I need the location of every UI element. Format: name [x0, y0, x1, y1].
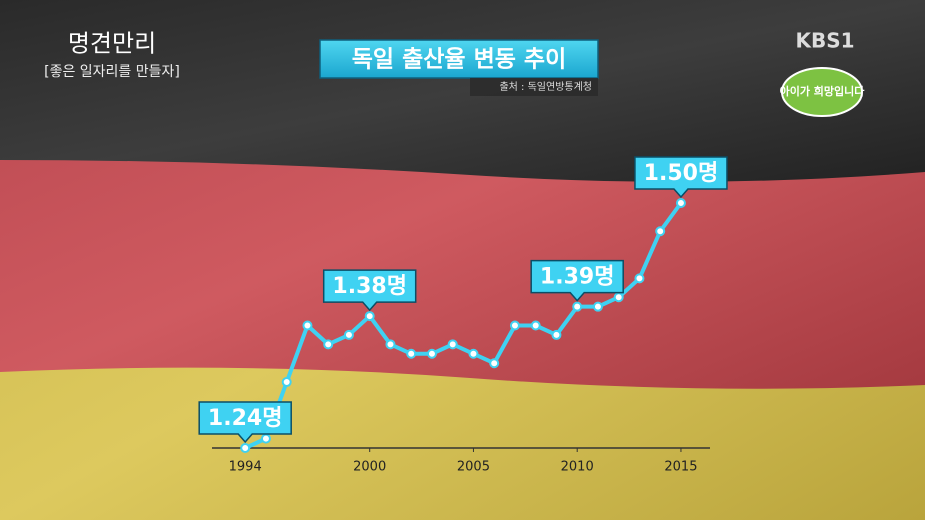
source: 출처 : 독일연방통계청	[499, 81, 592, 93]
data-point	[530, 320, 541, 331]
campaign-badge	[781, 67, 863, 117]
data-point	[468, 348, 479, 359]
data-point	[509, 320, 520, 331]
data-point	[406, 348, 417, 359]
data-line	[244, 201, 683, 450]
data-point	[613, 292, 624, 303]
data-point	[655, 226, 666, 237]
source-box	[470, 78, 598, 96]
data-point	[364, 311, 375, 322]
channel-logo: KBS1	[795, 29, 854, 53]
data-point	[323, 339, 334, 350]
data-label: 1.38명	[332, 274, 407, 299]
callout-box	[530, 259, 624, 302]
data-point	[260, 433, 271, 444]
callout-box	[634, 156, 728, 199]
data-point	[447, 339, 458, 350]
data-label: 1.39명	[540, 265, 615, 290]
program-subtitle: [좋은 일자리를 만들자]	[44, 64, 180, 80]
data-point	[675, 198, 686, 208]
campaign-text: 아이가 희망입니다	[780, 84, 866, 98]
data-point	[572, 301, 583, 312]
data-point	[240, 443, 251, 453]
data-label: 1.24명	[208, 406, 283, 431]
data-point	[592, 301, 603, 312]
x-tick-label: 2000	[353, 460, 386, 475]
title-box	[319, 39, 599, 79]
data-point	[634, 273, 645, 284]
flag-black	[0, 0, 925, 182]
x-tick-label: 1994	[229, 460, 262, 475]
x-tick-label: 2010	[561, 460, 594, 475]
x-tick-label: 2015	[664, 460, 697, 475]
data-point	[551, 329, 562, 340]
program-title: 명견만리	[68, 30, 156, 58]
chart-title: 독일 출산율 변동 추이	[352, 47, 566, 73]
data-point	[426, 348, 437, 359]
data-point	[343, 329, 354, 340]
data-point	[281, 377, 292, 388]
callout-box	[322, 269, 417, 312]
x-tick-label: 2005	[457, 460, 490, 475]
data-point	[489, 358, 500, 369]
data-label: 1.50명	[644, 161, 719, 186]
data-point	[302, 320, 313, 331]
data-point	[385, 339, 396, 350]
callout-box	[198, 401, 292, 444]
